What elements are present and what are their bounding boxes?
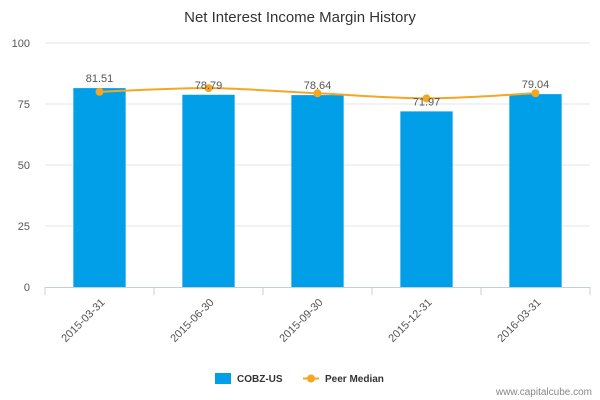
x-tick-label: 2015-09-30 <box>277 297 325 345</box>
y-tick-label: 50 <box>18 160 30 172</box>
peer-median-point-2015-09-30[interactable] <box>313 89 322 98</box>
bar-2015-06-30[interactable] <box>182 94 235 287</box>
data-label: 81.51 <box>86 73 114 85</box>
data-label: 78.79 <box>195 80 223 92</box>
legend[interactable]: COBZ-US Peer Median <box>215 373 384 385</box>
peer-median-point-2016-03-31[interactable] <box>531 89 540 98</box>
y-tick-label: 75 <box>18 99 30 111</box>
data-labels: 81.51 78.79 78.64 71.97 79.04 <box>86 73 550 108</box>
y-tick-label: 25 <box>18 221 30 233</box>
x-tick-label: 2015-12-31 <box>386 297 434 345</box>
legend-label-peer: Peer Median <box>325 374 384 385</box>
x-axis: 2015-03-31 2015-06-30 2015-09-30 2015-12-31… <box>44 287 591 345</box>
y-tick-label: 0 <box>24 282 30 294</box>
data-label: 79.04 <box>522 79 550 91</box>
x-tick-label: 2015-03-31 <box>59 297 107 345</box>
peer-median-point-2015-03-31[interactable] <box>95 87 104 96</box>
x-tick-label: 2015-06-30 <box>168 297 216 345</box>
peer-median-point-2015-06-30[interactable] <box>204 84 213 93</box>
bar-2015-09-30[interactable] <box>291 95 344 287</box>
legend-swatch-cobz <box>215 373 231 384</box>
bar-2015-03-31[interactable] <box>73 88 126 287</box>
legend-label-cobz: COBZ-US <box>237 374 283 385</box>
legend-marker-peer <box>307 374 315 383</box>
x-tick-label: 2016-03-31 <box>495 297 543 345</box>
data-label: 71.97 <box>413 96 441 108</box>
peer-median-point-2015-12-31[interactable] <box>422 94 431 103</box>
data-label: 78.64 <box>304 80 332 92</box>
bar-2015-12-31[interactable] <box>400 111 453 287</box>
line-series <box>95 84 540 103</box>
bar-series <box>73 88 562 288</box>
credit-text: www.capitalcube.com <box>495 387 592 398</box>
y-tick-label: 100 <box>12 38 30 50</box>
bar-2016-03-31[interactable] <box>509 94 562 288</box>
y-axis: 0 25 50 75 100 <box>12 38 30 294</box>
chart-title: Net Interest Income Margin History <box>184 9 416 26</box>
